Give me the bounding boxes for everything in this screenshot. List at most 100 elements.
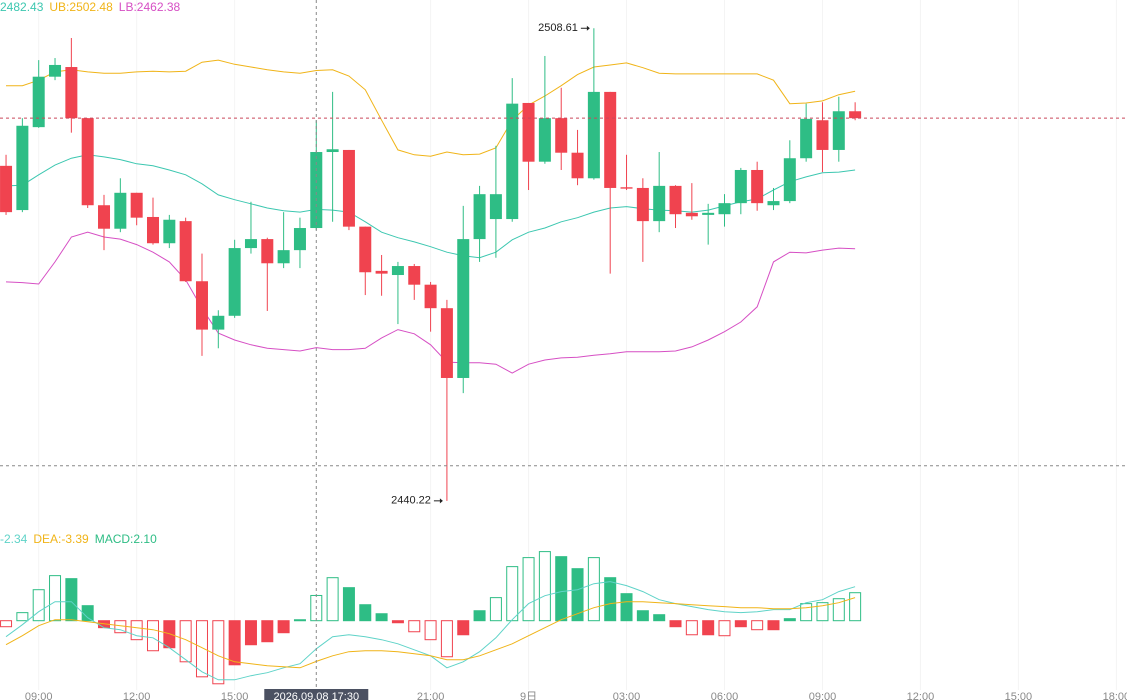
x-tick-label: 18:00 bbox=[1103, 691, 1127, 700]
macd-bar bbox=[604, 577, 617, 622]
macd-bar bbox=[244, 620, 257, 646]
candle-body bbox=[767, 201, 780, 206]
macd-bar bbox=[195, 620, 208, 678]
extreme-label: 2440.22 bbox=[391, 495, 431, 507]
macd-bar bbox=[816, 602, 829, 622]
macd-bar bbox=[130, 620, 143, 641]
macd-bar bbox=[391, 620, 404, 624]
candle-body bbox=[0, 165, 13, 213]
macd-bar bbox=[506, 566, 519, 622]
macd-bar bbox=[685, 620, 698, 636]
candle-body bbox=[653, 185, 666, 222]
macd-bar bbox=[49, 575, 62, 622]
candle-body bbox=[16, 125, 29, 211]
macd-bar bbox=[408, 620, 421, 633]
x-tick-label: 15:00 bbox=[221, 691, 249, 700]
candle-body bbox=[261, 239, 274, 264]
macd-bar bbox=[440, 620, 453, 658]
macd-bar bbox=[734, 620, 747, 628]
macd-bar bbox=[81, 605, 94, 622]
candle-body bbox=[212, 315, 225, 330]
legend-label: 2482.43 bbox=[0, 0, 44, 14]
macd-bar bbox=[653, 614, 666, 622]
macd-bar bbox=[65, 578, 78, 622]
x-tick-label: 21:00 bbox=[417, 691, 445, 700]
macd-bar bbox=[179, 620, 192, 663]
macd-bar bbox=[277, 620, 290, 634]
macd-bar bbox=[832, 598, 845, 622]
macd-bar bbox=[473, 610, 486, 622]
candle-body bbox=[457, 239, 470, 378]
macd-bar bbox=[702, 620, 715, 636]
macd-bar bbox=[800, 603, 813, 622]
candle-body bbox=[375, 270, 388, 274]
macd-bar bbox=[522, 557, 535, 622]
x-tick-label: 03:00 bbox=[613, 691, 641, 700]
candle-body bbox=[130, 192, 143, 218]
candle-body bbox=[816, 120, 829, 150]
macd-legend: -2.34 bbox=[0, 532, 28, 546]
macd-bar bbox=[718, 620, 731, 637]
candle-body bbox=[783, 158, 796, 202]
candle-body bbox=[669, 185, 682, 215]
candle-body bbox=[244, 239, 257, 249]
candle-body bbox=[734, 169, 747, 204]
macd-bar bbox=[261, 620, 274, 643]
candle-body bbox=[32, 76, 45, 128]
band-line bbox=[6, 59, 856, 157]
extreme-label: 2508.61 bbox=[538, 22, 578, 34]
macd-bar bbox=[457, 620, 470, 636]
candle-body bbox=[391, 266, 404, 276]
candle-body bbox=[114, 192, 127, 229]
macd-bar bbox=[783, 618, 796, 622]
candle-body bbox=[636, 187, 649, 222]
macd-bar bbox=[0, 620, 13, 628]
macd-bar bbox=[669, 620, 682, 628]
macd-bar bbox=[424, 620, 437, 641]
macd-bar bbox=[489, 597, 502, 622]
candle-body bbox=[522, 102, 535, 162]
candle-body bbox=[555, 118, 568, 153]
macd-bar bbox=[228, 620, 241, 666]
candle-body bbox=[800, 118, 813, 159]
candle-body bbox=[702, 212, 715, 215]
candle-body bbox=[98, 205, 111, 229]
extreme-arrow-head bbox=[586, 25, 590, 31]
x-tick-label: 12:00 bbox=[907, 691, 935, 700]
legend-label: LB:2462.38 bbox=[119, 0, 181, 14]
candle-body bbox=[473, 194, 486, 240]
candle-body bbox=[49, 64, 62, 77]
candle-body bbox=[65, 67, 78, 119]
candle-body bbox=[195, 281, 208, 330]
x-tick-label: 9日 bbox=[520, 691, 537, 700]
macd-bar bbox=[636, 610, 649, 622]
candle-body bbox=[849, 111, 862, 119]
candle-body bbox=[538, 118, 551, 162]
legend-label: UB:2502.48 bbox=[49, 0, 113, 14]
candle-body bbox=[424, 284, 437, 309]
macd-bar bbox=[555, 556, 568, 622]
extreme-arrow-head bbox=[439, 498, 443, 504]
candle-body bbox=[179, 221, 192, 282]
macd-bar bbox=[375, 613, 388, 622]
candle-body bbox=[506, 103, 519, 220]
candle-body bbox=[326, 149, 339, 153]
macd-bar bbox=[342, 587, 355, 622]
crosshair-label: 2026.09.08 17:30 bbox=[273, 691, 359, 700]
candle-body bbox=[81, 118, 94, 206]
macd-line bbox=[5, 597, 856, 669]
candle-body bbox=[342, 149, 355, 227]
candle-body bbox=[359, 226, 372, 273]
candle-body bbox=[832, 111, 845, 150]
macd-legend: MACD:2.10 bbox=[95, 532, 157, 546]
candle-body bbox=[163, 219, 176, 244]
macd-bar bbox=[326, 577, 339, 622]
crosshair-label-box bbox=[264, 689, 369, 700]
candle-body bbox=[310, 152, 323, 229]
macd-bar bbox=[767, 620, 780, 631]
macd-bar bbox=[16, 612, 29, 622]
x-tick-label: 06:00 bbox=[711, 691, 739, 700]
